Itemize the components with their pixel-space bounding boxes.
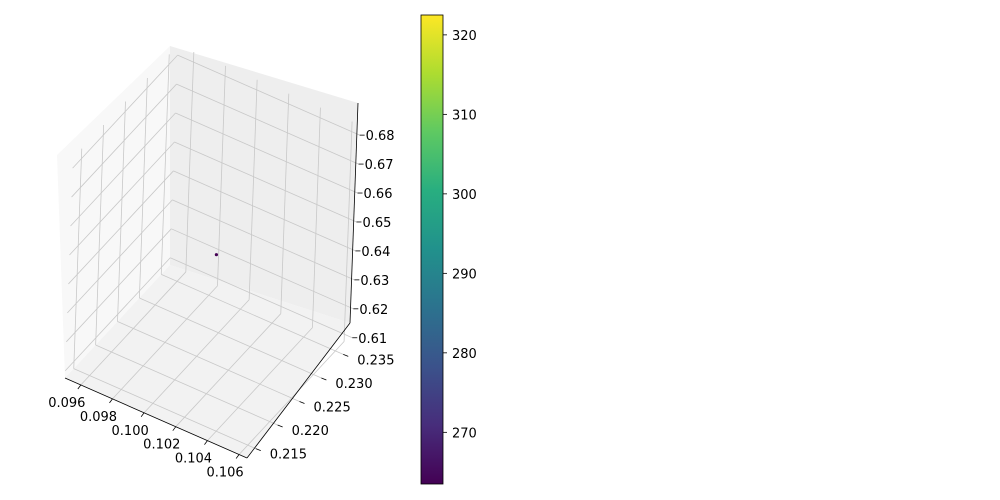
y-tick-mark xyxy=(321,377,327,381)
floor-pane xyxy=(65,265,350,458)
x-gridline xyxy=(248,79,258,300)
z-tick-label: 0.65 xyxy=(362,216,391,231)
colorbar-ticks: 270 280 290 300 310 320 xyxy=(443,29,477,441)
z-tick-label: 0.61 xyxy=(358,332,387,347)
z-gridline xyxy=(70,112,176,227)
x-tick-label: 0.098 xyxy=(80,410,117,425)
y-tick-label: 0.225 xyxy=(314,401,351,416)
x-tick-label: 0.104 xyxy=(175,452,212,467)
z-axis-line xyxy=(349,102,359,324)
y-gridline xyxy=(139,297,322,379)
colorbar-gradient xyxy=(420,14,444,485)
z-gridline xyxy=(69,141,175,256)
x-axis-line xyxy=(64,377,248,459)
y-tick-label: 0.220 xyxy=(292,424,329,439)
z-gridline xyxy=(174,141,357,223)
y-gridline xyxy=(73,368,256,449)
z-gridline xyxy=(64,257,171,372)
axis-lines xyxy=(64,102,359,459)
colorbar-tick-label: 280 xyxy=(452,347,477,362)
y-axis-line xyxy=(246,322,351,459)
z-gridline xyxy=(68,170,174,285)
gridlines xyxy=(64,51,360,455)
z-gridline xyxy=(172,199,355,281)
y-tick-mark xyxy=(255,448,261,451)
x-tick-mark xyxy=(140,412,145,418)
y-tick-mark xyxy=(299,401,305,404)
z-gridline xyxy=(175,112,358,194)
y-tick-label: 0.215 xyxy=(270,448,307,463)
y-gridline xyxy=(161,274,344,355)
y-gridline xyxy=(117,321,300,402)
z-tick-label: 0.68 xyxy=(366,129,395,144)
z-tick-label: 0.62 xyxy=(359,303,388,318)
colorbar-tick-label: 300 xyxy=(452,188,477,203)
x-gridline xyxy=(343,121,353,342)
colorbar: 270 280 290 300 310 320 xyxy=(420,14,477,485)
colorbar-tick-label: 310 xyxy=(452,108,477,123)
y-tick-mark xyxy=(343,354,349,357)
z-gridline xyxy=(72,54,178,169)
data-points xyxy=(214,253,219,257)
x-tick-label: 0.096 xyxy=(48,396,85,411)
x-tick-label: 0.100 xyxy=(112,424,149,439)
z-ticks: 0.61 0.62 0.63 0.64 0.65 0.66 0.67 0.68 xyxy=(352,129,395,347)
z-tick-label: 0.64 xyxy=(361,245,390,260)
z-gridline xyxy=(171,228,354,310)
y-tick-mark xyxy=(277,424,283,428)
x-tick-mark xyxy=(172,426,177,431)
y-ticks: 0.215 0.220 0.225 0.230 0.235 xyxy=(255,353,394,463)
z-gridline xyxy=(170,257,353,339)
y-tick-label: 0.230 xyxy=(335,377,372,392)
z-tick-label: 0.66 xyxy=(364,187,393,202)
z-gridline xyxy=(71,83,177,198)
x-tick-mark xyxy=(77,384,82,390)
x-gridline xyxy=(217,65,226,286)
z-tick-label: 0.67 xyxy=(365,158,394,173)
x-gridline xyxy=(312,107,321,328)
colorbar-tick-label: 270 xyxy=(452,426,477,441)
z-gridline xyxy=(67,199,173,314)
data-point xyxy=(214,253,219,257)
left-pane xyxy=(57,46,170,378)
y-tick-label: 0.235 xyxy=(357,353,394,368)
x-gridline xyxy=(280,93,290,314)
x-gridline xyxy=(185,51,195,272)
z-gridline xyxy=(176,83,359,165)
x-tick-mark xyxy=(109,398,113,404)
x-tick-mark xyxy=(235,454,240,459)
colorbar-tick-label: 290 xyxy=(452,267,477,282)
z-tick-label: 0.63 xyxy=(360,274,389,289)
x-tick-mark xyxy=(204,440,208,445)
z-gridline xyxy=(177,54,360,136)
x-tick-label: 0.102 xyxy=(143,438,180,453)
axes-panes xyxy=(57,46,358,458)
colorbar-tick-label: 320 xyxy=(452,29,477,44)
z-gridline xyxy=(173,170,356,252)
y-gridline xyxy=(95,344,278,426)
z-gridline xyxy=(66,228,172,343)
x-tick-label: 0.106 xyxy=(206,466,243,481)
